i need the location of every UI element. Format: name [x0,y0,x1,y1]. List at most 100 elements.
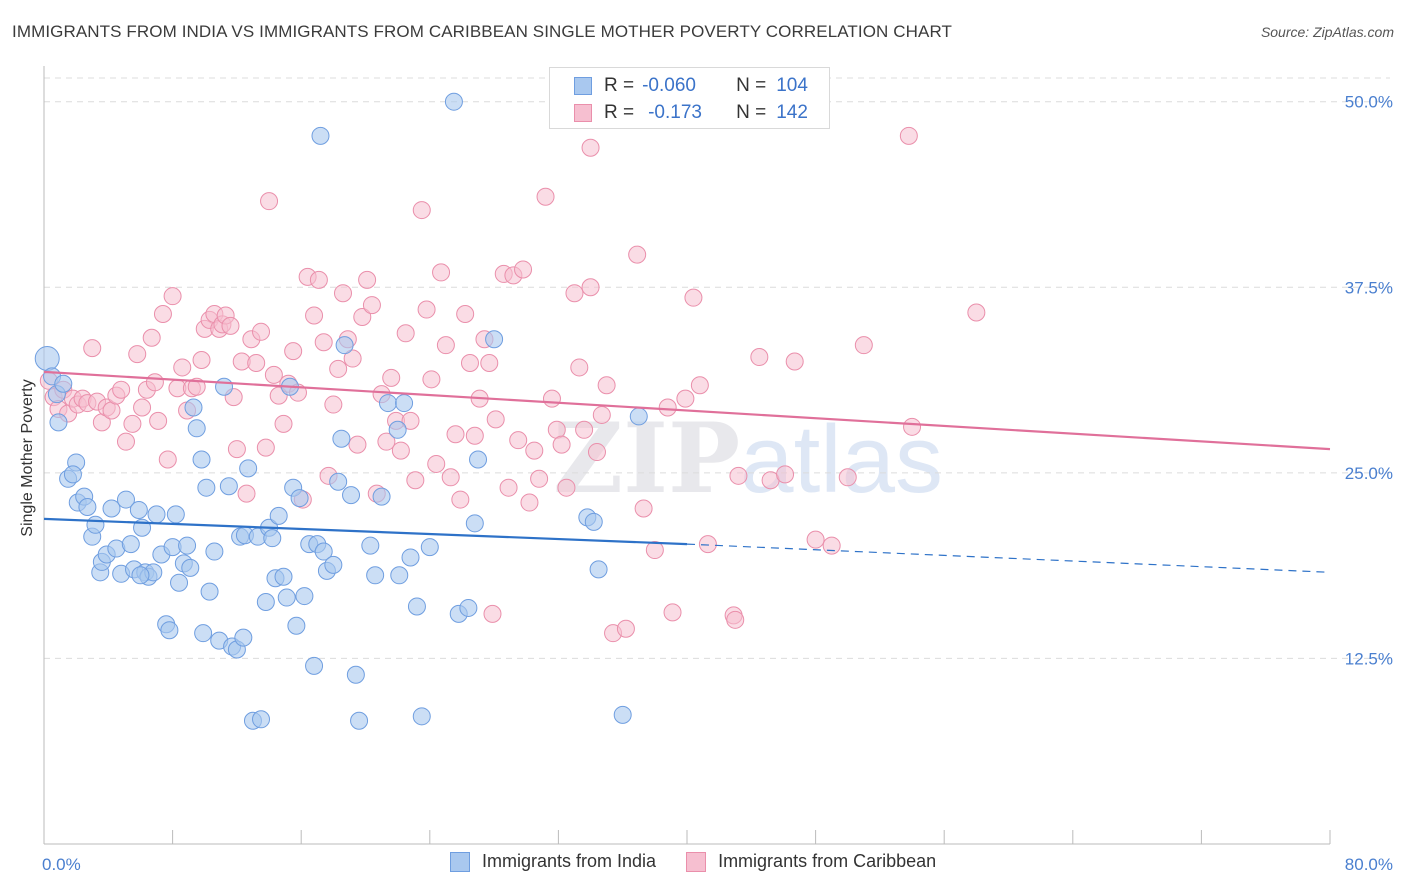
caribbean-point [343,349,362,368]
y-axis-label: Single Mother Poverty [19,379,36,537]
india-point [86,515,105,534]
caribbean-point [480,353,499,372]
india-point [131,566,150,585]
caribbean-point [967,303,986,322]
india-point [361,536,380,555]
caribbean-point [358,270,377,289]
india-point [116,490,135,509]
caribbean-point [592,405,611,424]
caribbean-point [509,431,528,450]
caribbean-point [658,398,677,417]
india-point [78,497,97,516]
india-point [192,450,211,469]
india-point [444,92,463,111]
caribbean-point [570,358,589,377]
india-point [469,450,488,469]
caribbean-point [776,465,795,484]
caribbean-point [436,336,455,355]
india-point [181,558,200,577]
caribbean-point [173,358,192,377]
caribbean-point [274,414,293,433]
caribbean-trend-line [43,370,1331,451]
caribbean-point [520,493,539,512]
india-point [395,394,414,413]
india-trend-line [43,517,688,546]
india-point [256,593,275,612]
caribbean-point [729,466,748,485]
india-point [34,346,60,372]
caribbean-point [112,380,131,399]
caribbean-point [899,126,918,145]
caribbean-point [514,260,533,279]
caribbean-point [628,245,647,264]
caribbean-point [309,270,328,289]
caribbean-point [486,410,505,429]
caribbean-point [391,441,410,460]
india-point [200,582,219,601]
x-tick-label: 0.0% [42,855,81,874]
legend-item-india[interactable]: Immigrants from India [450,851,656,872]
caribbean-point [221,316,240,335]
caribbean-point [645,541,664,560]
india-point [485,330,504,349]
caribbean-point [565,284,584,303]
caribbean-point [726,610,745,629]
india-point [129,500,148,519]
caribbean-point [530,469,549,488]
india-point [332,429,351,448]
legend-r-label: R = [604,75,635,96]
caribbean-point [597,376,616,395]
india-point [234,628,253,647]
legend-r-value: -0.060 [642,75,696,96]
caribbean-point [838,468,857,487]
caribbean-point [557,478,576,497]
caribbean-point [247,353,266,372]
caribbean-point [581,138,600,157]
caribbean-point [854,336,873,355]
india-points [34,92,648,730]
caribbean-point [690,376,709,395]
caribbean-point [396,324,415,343]
india-point [184,398,203,417]
caribbean-point [192,351,211,370]
caribbean-point [663,603,682,622]
caribbean-point [324,395,343,414]
india-point [269,506,288,525]
caribbean-point [465,426,484,445]
caribbean-point [149,411,168,430]
source-label: Source: ZipAtlas.com [1260,24,1394,40]
legend-n-label: N = [736,75,767,96]
caribbean-point [252,322,271,341]
legend-item-caribbean[interactable]: Immigrants from Caribbean [686,851,936,872]
caribbean-point [525,441,544,460]
india-point [63,465,82,484]
caribbean-point [785,352,804,371]
india-point [629,407,648,426]
caribbean-point [260,192,279,211]
y-tick-label: 12.5% [1345,649,1393,668]
india-point [219,477,238,496]
caribbean-point [158,450,177,469]
caribbean-point [441,468,460,487]
india-point [102,499,121,518]
caribbean-point [353,307,372,326]
caribbean-point [499,478,518,497]
india-point [584,512,603,531]
caribbean-point [83,339,102,358]
caribbean-point [422,370,441,389]
x-tick-label: 80.0% [1345,855,1393,874]
legend-label-caribbean: Immigrants from Caribbean [718,851,937,871]
india-point [197,478,216,497]
india-point [290,489,309,508]
caribbean-point [153,304,172,323]
caribbean-point [305,306,324,325]
india-point [346,665,365,684]
india-point [166,505,185,524]
caribbean-point [822,536,841,555]
india-point [54,374,73,393]
legend-row-india: R = -0.060 N = 104 [574,74,808,98]
legend-n-value: 104 [776,75,808,96]
caribbean-point [142,328,161,347]
caribbean-point [116,432,135,451]
